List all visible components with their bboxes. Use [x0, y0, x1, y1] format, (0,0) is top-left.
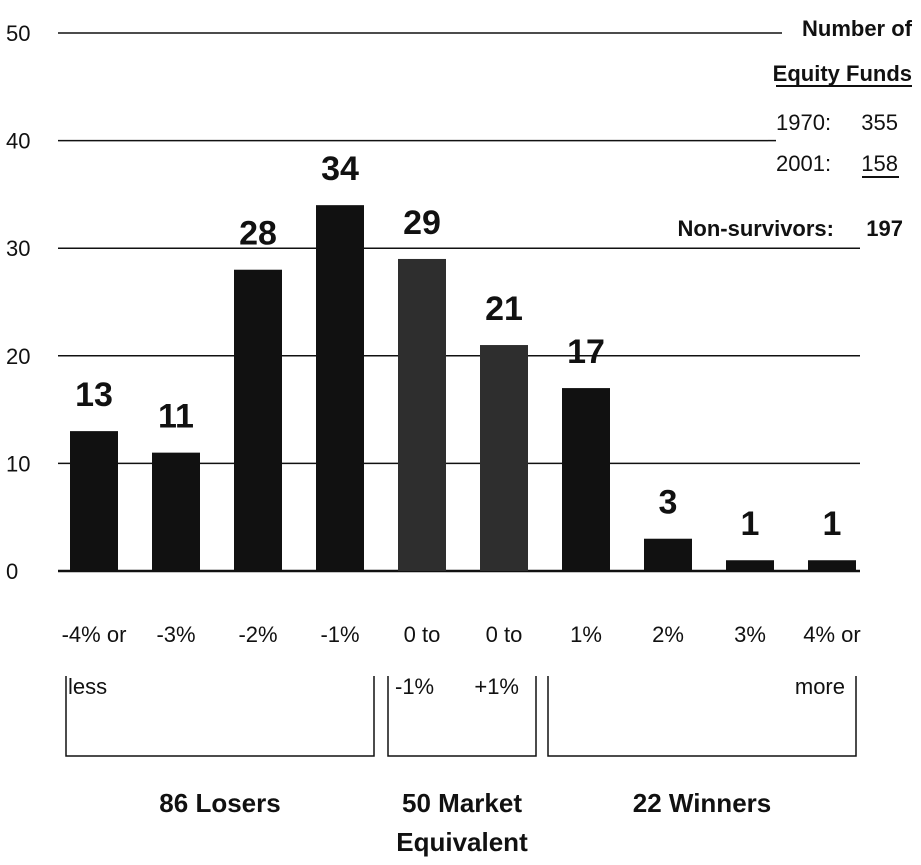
category-label-9-0: 4% or [803, 622, 860, 647]
legend-nonsurvivors-label: Non-survivors: [678, 216, 834, 241]
group-bracket-1 [387, 676, 537, 757]
y-tick-label-20: 20 [6, 344, 30, 369]
category-label-8-0: 3% [734, 622, 766, 647]
group-bracket-2 [547, 676, 857, 757]
category-label-4-0: 0 to [404, 622, 441, 647]
value-label-9: 1 [823, 505, 842, 543]
group-label-1-1: Equivalent [396, 827, 528, 857]
bar-0 [70, 431, 118, 571]
group-brackets: 86 Losers 50 Market Equivalent 22 Winners [65, 676, 857, 857]
value-label-6: 17 [567, 333, 605, 371]
category-label-2-0: -2% [238, 622, 277, 647]
bar-1 [152, 452, 200, 571]
category-label-0-0: -4% or [62, 622, 127, 647]
y-tick-label-50: 50 [6, 21, 30, 46]
value-label-7: 3 [659, 484, 678, 522]
category-label-3-0: -1% [320, 622, 359, 647]
y-tick-label-30: 30 [6, 236, 30, 261]
category-labels: -4% or less -3% -2% -1% 0 to -1% 0 to +1% 1% 2% 3% 4… [62, 622, 861, 699]
y-tick-label-40: 40 [6, 129, 30, 154]
legend-heading-2: Equity Funds [773, 61, 912, 86]
bar-5 [480, 345, 528, 571]
legend-heading-1: Number of [802, 16, 913, 41]
category-label-5-1: +1% [474, 674, 519, 699]
bar-7 [644, 538, 692, 571]
bar-2 [234, 269, 282, 571]
value-label-2: 28 [239, 215, 277, 253]
legend-row-1970-value: 355 [861, 110, 898, 135]
legend-row-2001-label: 2001: [776, 151, 831, 176]
y-tick-label-10: 10 [6, 451, 30, 476]
value-label-8: 1 [741, 505, 760, 543]
category-label-4-1: -1% [395, 674, 434, 699]
category-label-6-0: 1% [570, 622, 602, 647]
bar-9 [808, 560, 856, 571]
category-label-0-1: less [68, 674, 107, 699]
group-label-2-0: 22 Winners [633, 788, 771, 818]
legend-nonsurvivors-value: 197 [866, 216, 903, 241]
bar-8 [726, 560, 774, 571]
bar-3 [316, 205, 364, 571]
legend: Number of Equity Funds 1970: 355 2001: 1… [678, 16, 913, 241]
bar-4 [398, 258, 446, 571]
bars [70, 205, 856, 571]
value-label-0: 13 [75, 376, 113, 414]
value-label-5: 21 [485, 290, 523, 328]
value-label-3: 34 [321, 150, 359, 188]
value-label-4: 29 [403, 204, 441, 242]
legend-row-1970-label: 1970: [776, 110, 831, 135]
group-label-1-0: 50 Market [402, 788, 522, 818]
bar-6 [562, 388, 610, 571]
group-bracket-0 [65, 676, 375, 757]
y-axis-ticks: 0 10 20 30 40 50 [6, 21, 30, 584]
y-tick-label-0: 0 [6, 559, 18, 584]
category-label-1-0: -3% [156, 622, 195, 647]
legend-row-2001-value: 158 [861, 151, 898, 176]
category-label-5-0: 0 to [486, 622, 523, 647]
category-label-9-1: more [795, 674, 845, 699]
group-label-0-0: 86 Losers [159, 788, 280, 818]
value-label-1: 11 [158, 398, 194, 436]
category-label-7-0: 2% [652, 622, 684, 647]
